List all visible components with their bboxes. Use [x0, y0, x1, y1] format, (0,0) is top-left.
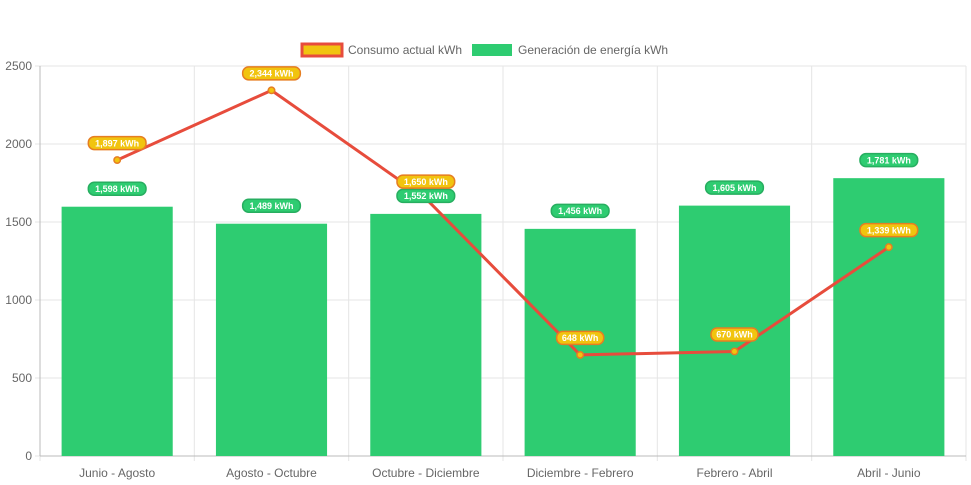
bar-data-label-text: 1,781 kWh	[867, 155, 911, 165]
bar-data-label: 1,781 kWh	[859, 152, 919, 168]
line-data-label: 670 kWh	[710, 327, 759, 342]
line-point[interactable]	[884, 243, 893, 252]
line-point[interactable]	[730, 347, 739, 356]
line-data-label: 1,650 kWh	[396, 174, 456, 189]
grid	[35, 65, 967, 461]
line-path	[116, 88, 890, 357]
bar-data-label: 1,489 kWh	[241, 198, 302, 213]
bar-data-label-box	[241, 198, 302, 213]
line-data-label-box	[710, 327, 759, 342]
legend-item-consumo[interactable]: Consumo actual kWh	[300, 42, 462, 58]
bar-data-label: 1,605 kWh	[704, 180, 765, 195]
line-data-label-text: 1,339 kWh	[867, 225, 911, 235]
line-data-label-box	[859, 222, 919, 238]
y-tick-label: 500	[12, 371, 32, 385]
y-tick-label: 2000	[5, 137, 32, 151]
bar-data-label-text: 1,605 kWh	[712, 183, 756, 193]
line-data-label: 1,339 kWh	[859, 222, 919, 238]
line-point[interactable]	[267, 86, 276, 95]
line-data-label-box	[396, 174, 456, 189]
bar-data-label: 1,456 kWh	[550, 203, 610, 219]
line-point[interactable]	[576, 350, 585, 359]
line-data-label: 1,897 kWh	[87, 135, 147, 151]
legend-item-generacion[interactable]: Generación de energía kWh	[472, 43, 668, 57]
legend[interactable]: Consumo actual kWh Generación de energía…	[300, 42, 668, 58]
bar-data-label: 1,552 kWh	[396, 188, 456, 204]
x-tick-label: Junio - Agosto	[79, 466, 155, 480]
line-data-label-box	[87, 135, 147, 151]
bar-data-label-box	[396, 188, 456, 204]
axes: 0 500 1000 1500 2000 2500 Junio - Agosto Agosto…	[5, 59, 966, 480]
bar-data-label-text: 1,489 kWh	[249, 201, 293, 211]
line-data-label-box	[241, 66, 302, 81]
legend-label-consumo: Consumo actual kWh	[348, 43, 462, 57]
bar-data-label-box	[87, 181, 147, 196]
x-tick-label: Febrero - Abril	[696, 466, 772, 480]
bar-data-label-box	[550, 203, 610, 219]
y-tick-label: 1500	[5, 215, 32, 229]
bar-data-label: 1,598 kWh	[87, 181, 147, 196]
line-data-label-box	[555, 330, 605, 346]
line-data-label: 648 kWh	[555, 330, 605, 346]
line-data-label-text: 1,897 kWh	[95, 138, 139, 148]
legend-swatch-consumo	[300, 42, 344, 58]
bar-data-label-box	[704, 180, 765, 195]
bar[interactable]	[61, 206, 173, 456]
y-tick-label: 2500	[5, 59, 32, 73]
bar-data-label-text: 1,598 kWh	[95, 184, 139, 194]
legend-label-generacion: Generación de energía kWh	[518, 43, 668, 57]
bar-series	[61, 178, 945, 456]
line-data-label-text: 2,344 kWh	[249, 69, 293, 79]
bar-data-label-text: 1,456 kWh	[558, 206, 602, 216]
line-data-label-text: 648 kWh	[562, 333, 599, 343]
data-labels: 1,598 kWh 1,489 kWh 1,552 kWh 1,456 kWh 1,60…	[87, 66, 919, 346]
x-tick-label: Abril - Junio	[857, 466, 921, 480]
y-tick-label: 0	[25, 449, 32, 463]
y-tick-label: 1000	[5, 293, 32, 307]
bar[interactable]	[215, 223, 328, 456]
x-tick-label: Diciembre - Febrero	[527, 466, 634, 480]
line-data-label: 2,344 kWh	[241, 66, 302, 81]
bar[interactable]	[370, 213, 482, 456]
x-tick-label: Octubre - Diciembre	[372, 466, 480, 480]
legend-swatch-generacion	[472, 44, 512, 56]
bar-data-label-text: 1,552 kWh	[404, 191, 448, 201]
line-data-label-text: 1,650 kWh	[404, 177, 448, 187]
line-data-label-text: 670 kWh	[716, 330, 753, 340]
line-point[interactable]	[113, 156, 122, 165]
bar-data-label-box	[859, 152, 919, 168]
x-tick-label: Agosto - Octubre	[226, 466, 317, 480]
bar[interactable]	[833, 178, 945, 456]
